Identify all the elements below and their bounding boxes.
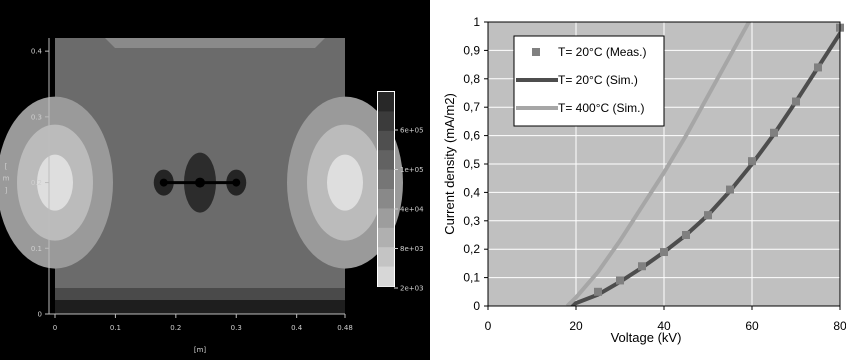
y-tick-label: 0,9	[463, 43, 480, 57]
top-edge-band	[105, 38, 325, 48]
x-tick-label: 60	[745, 319, 759, 333]
current-density-panel: 0 0,1 0,2 0,3 0,4 0,5 0,6 0,7 0,8 0,9 1 0 20 40 60 80 Vo…	[432, 0, 846, 360]
y-tick-label: 0,4	[463, 185, 480, 199]
x-tick-label: 0	[485, 319, 492, 333]
y-tick-label: 0,1	[463, 271, 480, 285]
y-tick-label: 0,2	[463, 242, 480, 256]
x-tick-label: 0.3	[231, 324, 242, 332]
current-density-chart: 0 0,1 0,2 0,3 0,4 0,5 0,6 0,7 0,8 0,9 1 0 20 40 60 80 Vo…	[442, 15, 846, 345]
y-tick-label: 1	[473, 15, 480, 29]
right-field-zone-inner	[327, 154, 363, 211]
legend-marker	[532, 48, 540, 56]
legend-label: T= 20°C (Meas.)	[558, 45, 647, 59]
colorbar-swatch	[378, 92, 394, 112]
data-point	[770, 128, 778, 137]
x-tick-label: 40	[657, 319, 671, 333]
colorbar-label: 8e+03	[400, 245, 424, 253]
y-axis-label: [m]	[3, 163, 10, 195]
y-tick-label: 0.2	[31, 179, 42, 187]
right-electrode	[232, 178, 241, 187]
y-tick-label: 0.1	[31, 245, 42, 253]
y-tick-label: 0.3	[31, 113, 42, 121]
colorbar-swatch	[378, 247, 394, 268]
colorbar-label: 4e+04	[400, 206, 424, 214]
y-axis-label: Current density (mA/m2)	[442, 93, 457, 235]
colorbar-swatch	[378, 189, 394, 209]
x-tick-label: 0.48	[337, 324, 353, 332]
data-point	[814, 63, 822, 72]
colorbar-swatch	[378, 111, 394, 132]
data-point	[726, 185, 734, 194]
colorbar-label: 1e+05	[400, 166, 424, 174]
colorbar-label: 2e+03	[400, 285, 424, 293]
series-line-2	[565, 22, 752, 306]
colorbar-swatch	[378, 266, 394, 287]
data-point	[704, 211, 712, 220]
bottom-mid-strip	[55, 288, 345, 300]
y-tick-label: 0	[473, 299, 480, 313]
colorbar-label: 6e+05	[400, 127, 424, 135]
legend-label: T= 20°C (Sim.)	[558, 73, 638, 87]
colorbar-swatch	[378, 227, 394, 248]
data-point	[594, 287, 602, 296]
x-tick-label: 0.1	[110, 324, 121, 332]
colorbar-swatch	[378, 130, 394, 151]
data-point	[748, 157, 756, 166]
center-electrode	[195, 177, 205, 188]
legend-label: T= 400°C (Sim.)	[558, 101, 644, 115]
data-point	[682, 231, 690, 239]
colorbar-swatch	[378, 150, 394, 171]
x-axis-label: [m]	[194, 346, 207, 354]
data-point	[660, 248, 668, 257]
left-electrode	[159, 178, 168, 187]
colorbar-swatch	[378, 208, 394, 229]
left-field-zone-inner	[37, 154, 73, 211]
y-tick-label: 0,3	[463, 214, 480, 228]
field-map-panel: 0 0.1 0.2 0.3 0.4 0.48 0 0.1 0.2 0.3 0.4 [m] [m] 6e+0…	[0, 0, 430, 360]
data-point	[616, 276, 624, 285]
y-tick-label: 0,5	[463, 157, 480, 171]
y-tick-label: 0	[38, 311, 42, 319]
y-tick-label: 0,8	[463, 72, 480, 86]
x-tick-label: 20	[569, 319, 583, 333]
field-map-chart: 0 0.1 0.2 0.3 0.4 0.48 0 0.1 0.2 0.3 0.4 [m] [m] 6e+0…	[0, 38, 424, 354]
y-tick-label: 0.4	[31, 48, 43, 56]
data-point	[792, 97, 800, 106]
data-point	[638, 262, 646, 271]
x-tick-label: 0.2	[170, 324, 181, 332]
bottom-dark-strip	[55, 300, 345, 314]
x-axis-label: Voltage (kV)	[611, 330, 682, 345]
colorbar-swatch	[378, 169, 394, 190]
x-tick-label: 80	[833, 319, 846, 333]
y-tick-label: 0,7	[463, 100, 480, 114]
x-tick-label: 0	[53, 324, 57, 332]
x-tick-label: 0.4	[291, 324, 303, 332]
y-tick-label: 0,6	[463, 129, 480, 143]
